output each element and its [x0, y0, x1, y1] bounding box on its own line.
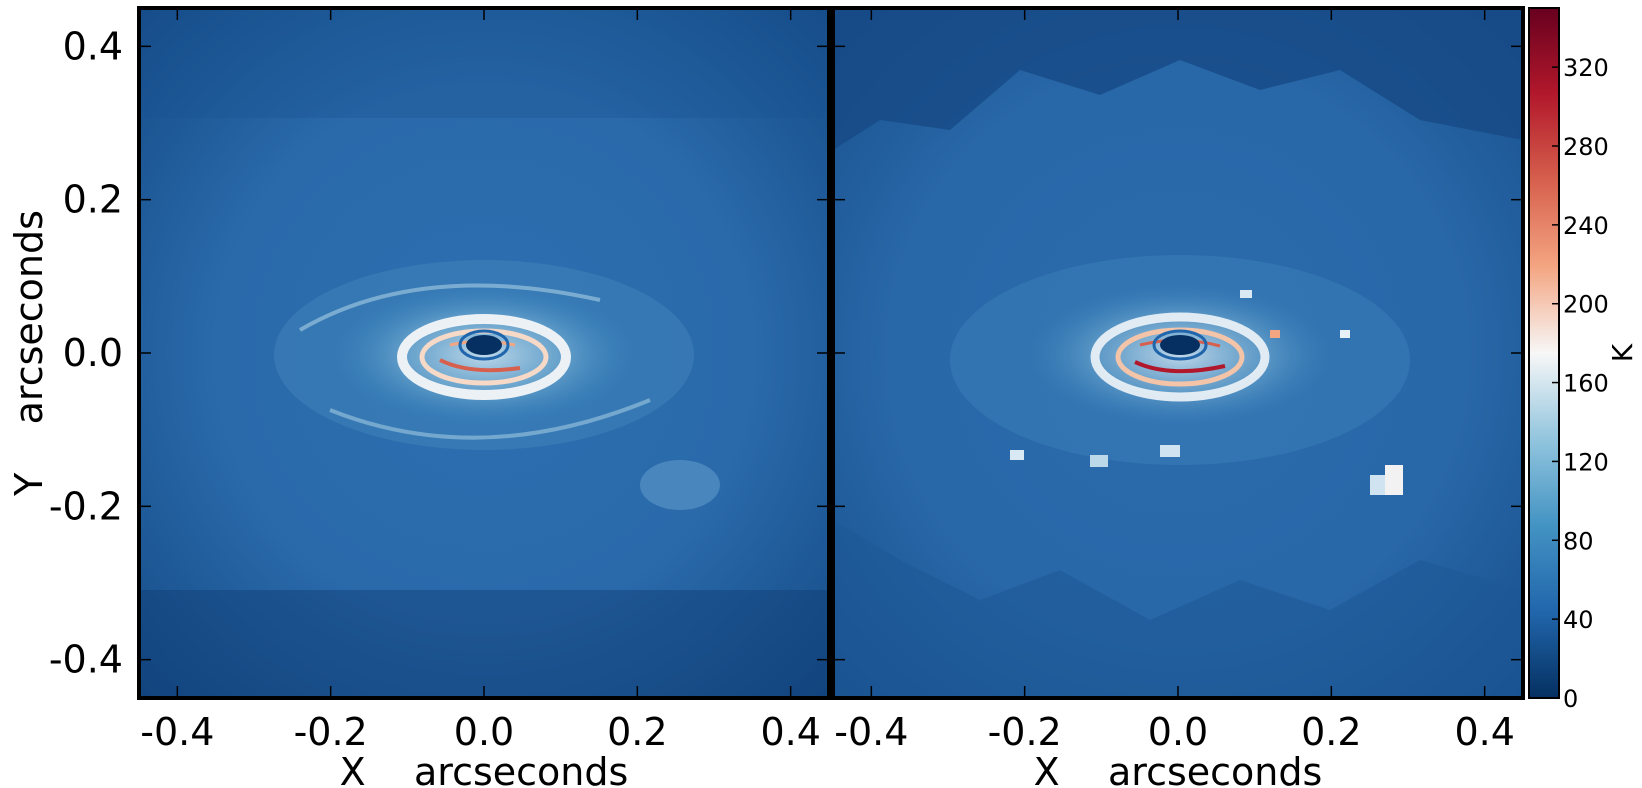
x-tick-label: 0.4 [760, 710, 820, 754]
x-tick-label: 0.2 [1301, 710, 1361, 754]
colorbar-label: K [1606, 343, 1639, 362]
colorbar-tick-label: 320 [1563, 54, 1609, 82]
x-axis-label: X arcseconds [340, 750, 629, 788]
x-tick-label: 0.2 [607, 710, 667, 754]
x-tick-label: -0.4 [140, 710, 214, 754]
colorbar-tick-label: 200 [1563, 291, 1609, 319]
colorbar-tick-label: 40 [1563, 606, 1594, 634]
x-tick-label: 0.4 [1454, 710, 1514, 754]
axis-titles: X arcseconds Y arcseconds X arcseconds K [7, 210, 1639, 788]
colorbar-tick-label: 160 [1563, 370, 1609, 398]
right-panel [831, 6, 1525, 700]
y-axis-label: Y arcseconds [7, 210, 51, 497]
x-tick-label: 0.0 [1148, 710, 1208, 754]
tick-labels: -0.4 -0.2 0.0 0.2 0.4 -0.4 -0.2 0.0 0.2 0.4 -0.4 -0… [49, 24, 1609, 754]
x-axis-label: X arcseconds [1034, 750, 1323, 788]
y-tick-label: 0.0 [63, 331, 123, 375]
right-heatmap [833, 8, 1523, 698]
colorbar-tick-label: 80 [1563, 527, 1594, 555]
colorbar-tick-label: 280 [1563, 133, 1609, 161]
colorbar-gradient [1528, 7, 1560, 699]
left-heatmap [139, 8, 829, 698]
x-tick-label: 0.0 [454, 710, 514, 754]
tick-marks [139, 8, 1559, 699]
x-tick-label: -0.4 [834, 710, 908, 754]
colorbar-tick-label: 120 [1563, 448, 1609, 476]
y-tick-label: -0.4 [49, 638, 123, 682]
left-panel [137, 6, 831, 700]
colorbar-tick-label: 240 [1563, 212, 1609, 240]
x-tick-label: -0.2 [294, 710, 368, 754]
x-tick-label: -0.2 [988, 710, 1062, 754]
colorbar-tick-label: 0 [1563, 685, 1578, 713]
y-tick-label: 0.4 [63, 24, 123, 68]
y-tick-label: -0.2 [49, 484, 123, 528]
colorbar [1528, 7, 1560, 699]
y-tick-label: 0.2 [63, 178, 123, 222]
